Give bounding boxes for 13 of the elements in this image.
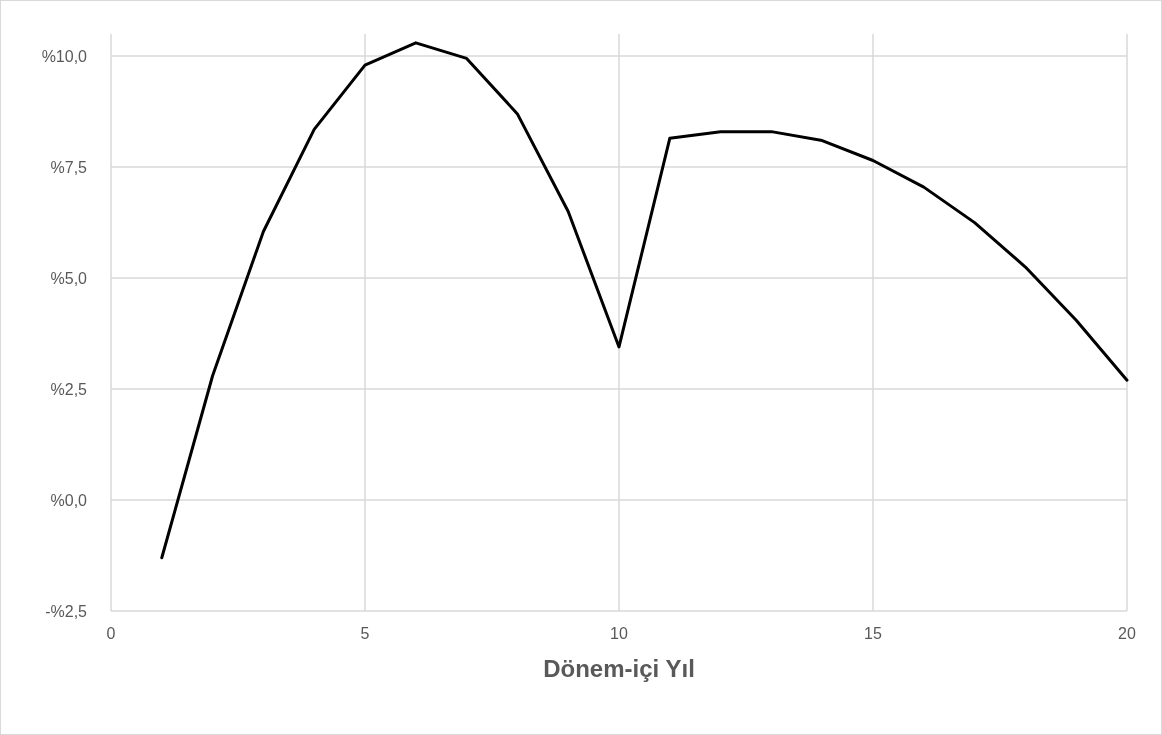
- x-axis-title: Dönem-içi Yıl: [543, 654, 695, 682]
- y-tick-label: %10,0: [41, 47, 88, 65]
- x-tick-label: 20: [1118, 624, 1136, 642]
- y-tick-label: %2,5: [50, 380, 88, 398]
- x-tick-label: 10: [610, 624, 628, 642]
- line-series: [160, 41, 1129, 560]
- y-tick-label: -%2,5: [45, 602, 88, 620]
- x-tick-label: 5: [360, 624, 370, 642]
- y-tick-label: %0,0: [50, 491, 88, 509]
- x-tick-label: 0: [106, 624, 116, 642]
- y-tick-label: %7,5: [50, 158, 88, 176]
- x-tick-label: 15: [864, 624, 882, 642]
- y-tick-label: %5,0: [50, 269, 88, 287]
